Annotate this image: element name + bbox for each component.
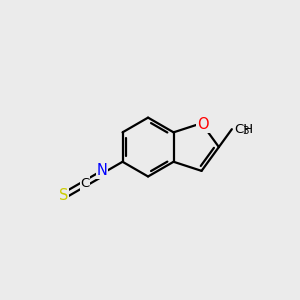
Text: O: O [197,117,209,132]
Text: 3: 3 [242,126,249,136]
Text: S: S [59,188,68,202]
Text: C: C [80,177,89,190]
Text: CH: CH [234,123,253,136]
Text: N: N [97,163,108,178]
